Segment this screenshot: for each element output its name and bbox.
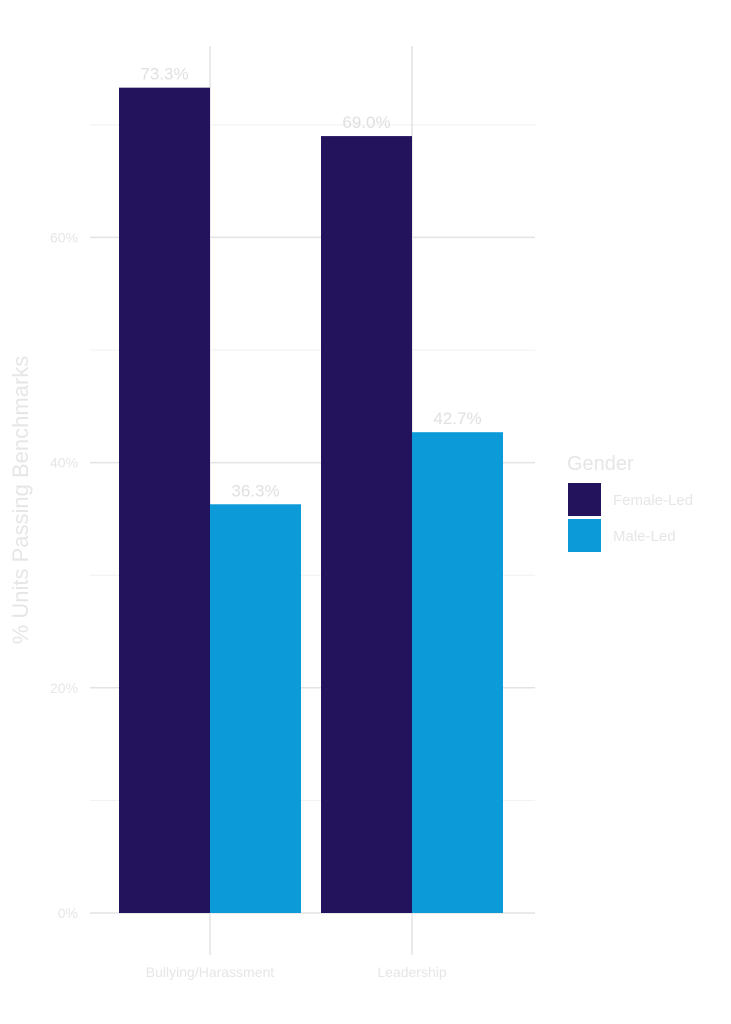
value-labels: 73.3% 36.3% 69.0% 42.7% [140,65,481,501]
y-tick-label: 20% [50,680,78,696]
x-tick-label: Leadership [377,964,446,980]
value-label: 42.7% [433,409,481,428]
bar-male-led [412,432,503,913]
y-tick-label: 40% [50,455,78,471]
x-tick-label: Bullying/Harassment [146,964,274,980]
legend-swatch [568,519,601,552]
legend-title: Gender [567,453,634,475]
axes: 0% 20% 40% 60% Bullying/Harassment Leadership [50,229,447,980]
bar-female-led [119,87,210,914]
bar-female-led [321,136,412,913]
legend-label: Male-Led [613,528,676,545]
legend: Gender Female-Led Male-Led [567,453,693,552]
bars [119,87,503,914]
y-tick-label: 60% [50,229,78,245]
bar-male-led [210,504,301,913]
value-label: 36.3% [231,481,279,500]
value-label: 69.0% [342,113,390,132]
y-axis-title: % Units Passing Benchmarks [8,356,33,645]
legend-label: Female-Led [613,492,693,509]
legend-swatch [568,483,601,516]
value-label: 73.3% [140,65,188,84]
y-tick-label: 0% [58,905,78,921]
